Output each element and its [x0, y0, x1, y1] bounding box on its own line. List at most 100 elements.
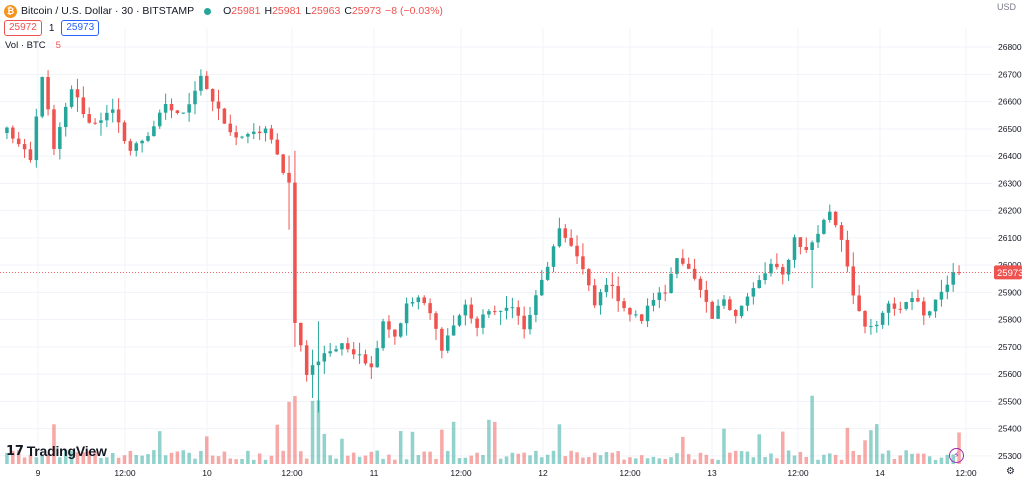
low-label: L: [305, 5, 312, 17]
candle-body: [246, 133, 250, 137]
volume-bar: [81, 452, 86, 464]
buy-button[interactable]: 25973: [61, 20, 100, 36]
candle: [293, 150, 297, 347]
candle-body: [157, 112, 162, 127]
candle: [140, 139, 144, 153]
volume-bar: [375, 450, 379, 464]
time-axis[interactable]: 9 12:00 10 12:00 11 12:00 12 12:00 13 12:00 14 12:0…: [36, 468, 977, 478]
candle-body: [152, 126, 156, 137]
candle-body: [528, 314, 532, 330]
volume-bar: [780, 431, 785, 464]
currency-label[interactable]: USD: [996, 2, 1016, 12]
x-tick-label: 12:00: [281, 468, 303, 478]
candle-body: [504, 307, 509, 311]
volume-bar: [363, 455, 368, 464]
candle: [822, 218, 826, 235]
volume-bar: [193, 458, 197, 464]
high-value: 25981: [272, 5, 302, 17]
candle-body: [299, 322, 303, 346]
volume-bar: [269, 455, 274, 464]
volume-bar: [592, 452, 597, 464]
volume-bar: [357, 456, 362, 464]
candle-body: [880, 312, 885, 325]
candle: [304, 340, 309, 382]
candle: [857, 285, 861, 312]
candle: [534, 289, 538, 323]
volume-bar: [875, 424, 879, 464]
candle: [939, 279, 944, 307]
y-tick-label: 25900: [998, 287, 1022, 297]
volume-bar: [927, 456, 932, 464]
candle: [628, 307, 632, 322]
candle-body: [334, 349, 338, 352]
lightning-icon[interactable]: ⚡: [949, 448, 964, 463]
candle-body: [557, 228, 562, 247]
volume-bar: [46, 454, 50, 464]
sell-button[interactable]: 25972: [4, 20, 42, 36]
candle: [134, 141, 139, 157]
candle-body: [469, 304, 474, 319]
candle-body: [739, 305, 744, 317]
candle: [904, 301, 908, 311]
candle-body: [93, 122, 97, 124]
candle: [540, 270, 544, 297]
candle: [804, 237, 809, 253]
candle: [745, 292, 750, 312]
volume-bar: [299, 451, 303, 464]
volume-bar: [910, 453, 914, 464]
candle: [704, 280, 709, 313]
candle-body: [375, 348, 379, 368]
candle-body: [733, 309, 738, 317]
volume-bar: [246, 450, 250, 464]
candle-body: [916, 298, 920, 302]
candle-body: [639, 314, 644, 322]
volume-bar: [510, 452, 515, 464]
candle: [451, 315, 456, 336]
volume-bar: [169, 452, 174, 464]
volume-bar: [916, 453, 920, 464]
volume-bar: [704, 454, 709, 464]
volume-bar: [122, 455, 127, 464]
volume-bar: [810, 395, 814, 464]
candle: [492, 305, 497, 316]
candle-body: [745, 296, 750, 306]
candle: [686, 257, 691, 270]
candle-body: [287, 172, 291, 183]
candle-body: [63, 106, 68, 128]
volume-bar: [686, 454, 691, 464]
candle: [199, 69, 203, 96]
volume-bar: [416, 455, 421, 464]
candle: [522, 306, 526, 339]
candle: [675, 258, 679, 279]
candle-body: [210, 88, 215, 102]
candle-body: [875, 324, 879, 327]
volume-bar: [581, 457, 585, 464]
volume-bar: [757, 434, 761, 464]
candle-body: [675, 258, 679, 274]
candle-body: [933, 299, 938, 312]
volume-bar: [669, 457, 673, 464]
volume-bar: [152, 450, 156, 464]
candle-body: [922, 301, 926, 316]
gear-icon[interactable]: ⚙: [1006, 466, 1015, 477]
volume-bar: [616, 451, 620, 464]
volume-legend[interactable]: Vol · BTC 5: [5, 40, 61, 51]
candle-body: [228, 123, 233, 133]
candle: [340, 343, 344, 356]
volume-bar: [58, 457, 62, 464]
volume-bar: [404, 459, 409, 464]
candle: [99, 112, 103, 136]
candle: [469, 297, 474, 324]
volume-bar: [387, 454, 391, 464]
candle: [581, 243, 585, 275]
symbol-title[interactable]: Bitcoin / U.S. Dollar · 30 · BITSTAMP: [21, 5, 195, 17]
candle: [598, 288, 603, 315]
candle-body: [445, 335, 450, 351]
volume-bar: [369, 451, 374, 464]
candle: [281, 153, 285, 175]
candle-body: [516, 307, 521, 316]
tradingview-logo[interactable]: 17 TradingView: [6, 443, 107, 459]
price-axis[interactable]: 25300 25400 25500 25600 25700 25800 25900 26000…: [998, 42, 1022, 461]
candle: [216, 89, 221, 121]
